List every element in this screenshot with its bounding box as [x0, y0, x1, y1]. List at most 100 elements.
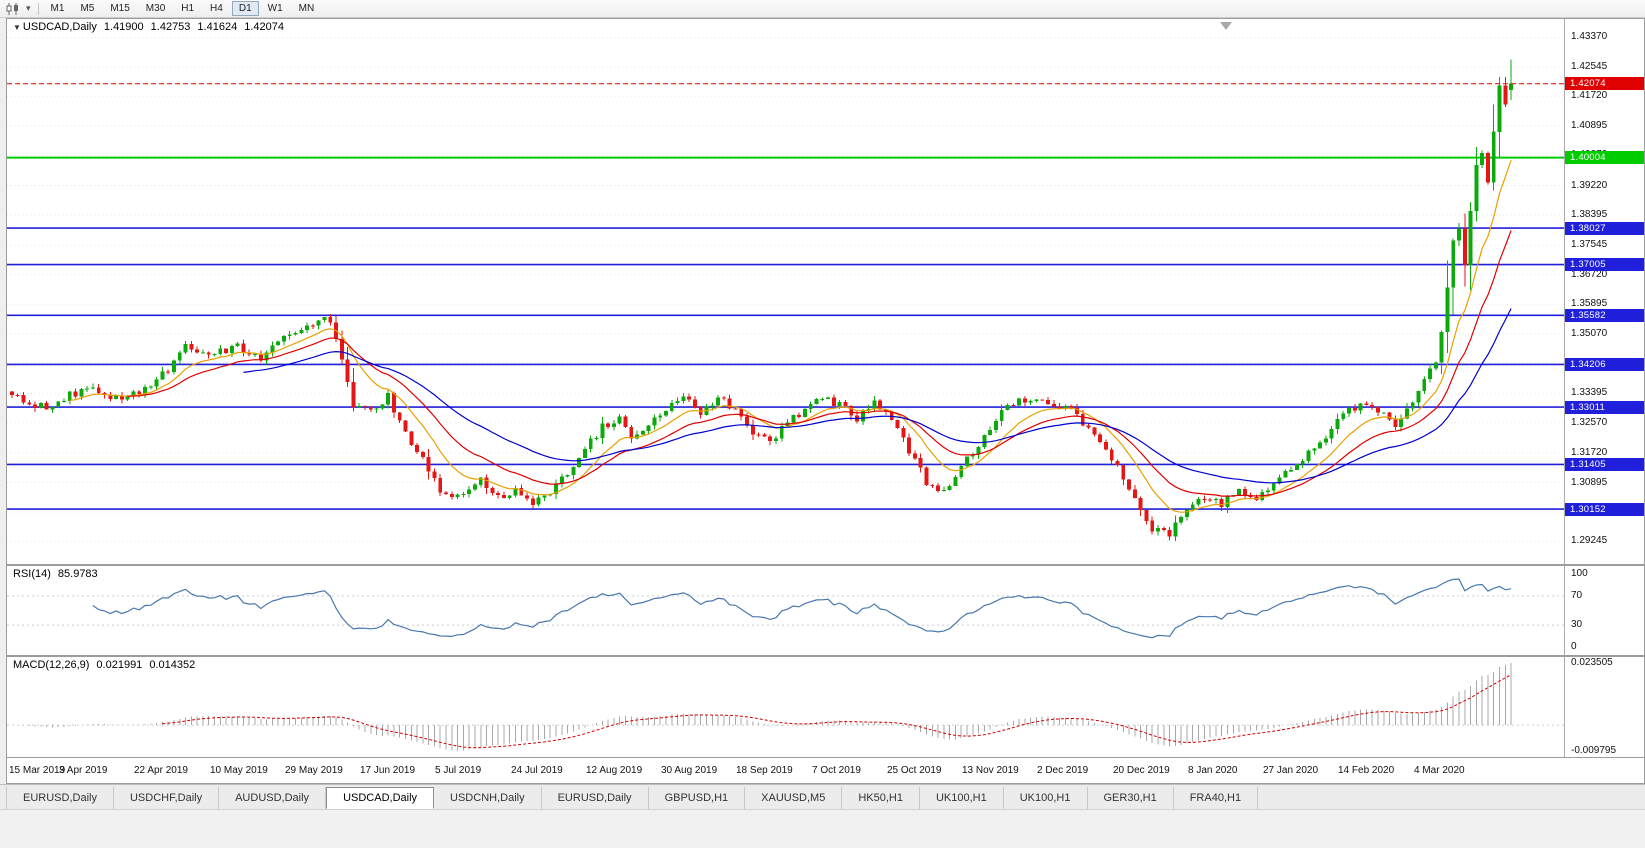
rsi-line	[92, 578, 1512, 639]
date-tick-label: 14 Feb 2020	[1338, 765, 1395, 776]
date-tick-label: 18 Sep 2019	[736, 765, 793, 776]
chart-tab-ger30-h1[interactable]: GER30,H1	[1088, 787, 1174, 809]
main-chart-panel: 1.433701.425451.417201.408951.400701.392…	[6, 18, 1645, 565]
timeframe-button-m30[interactable]: M30	[145, 3, 166, 14]
chart-tab-hk50-h1[interactable]: HK50,H1	[842, 787, 920, 809]
date-tick-label: 22 Apr 2019	[134, 765, 188, 776]
price-axis[interactable]: 1.433701.425451.417201.408951.400701.392…	[1564, 19, 1644, 564]
price-tick: 1.39220	[1571, 180, 1608, 191]
chart-tab-usdcnh-daily[interactable]: USDCNH,Daily	[434, 787, 542, 809]
timeframe-button-m5[interactable]: M5	[80, 3, 95, 14]
rsi-value: 85.9783	[57, 568, 98, 580]
price-tick: 1.37545	[1571, 239, 1608, 250]
price-tick: 1.40895	[1571, 120, 1608, 131]
date-tick-label: 30 Aug 2019	[661, 765, 718, 776]
rsi-axis[interactable]: 100 70 30 0	[1564, 566, 1644, 655]
price-tick: 1.36720	[1571, 269, 1608, 280]
price-tick: 1.32570	[1571, 417, 1608, 428]
macd-plot[interactable]	[7, 657, 1564, 757]
timeframe-button-w1[interactable]: W1	[267, 3, 283, 14]
ohlc-open: 1.41900	[103, 21, 144, 33]
level-price-badge: 1.40004	[1565, 151, 1644, 164]
time-axis[interactable]: 15 Mar 2019 3 Apr 2019 22 Apr 2019 10 May 2…	[6, 758, 1645, 784]
timeframe-button-m1[interactable]: M1	[50, 3, 65, 14]
collapse-arrow-icon[interactable]: ▼	[13, 23, 21, 32]
date-tick-label: 4 Mar 2020	[1414, 765, 1465, 776]
chart-tab-eurusd-daily[interactable]: EURUSD,Daily	[542, 787, 649, 809]
timeframe-button-m15[interactable]: M15	[110, 3, 130, 14]
price-tick: 1.33395	[1571, 387, 1608, 398]
date-tick-label: 24 Jul 2019	[511, 765, 563, 776]
top-toolbar: ▾ M1 M5 M15 M30 H1 H4 D1 W1 MN	[0, 0, 1645, 18]
candles-group	[10, 59, 1514, 542]
chart-shift-marker-icon	[1220, 22, 1232, 30]
timeframe-button-d1[interactable]: D1	[231, 1, 259, 16]
date-tick-label: 20 Dec 2019	[1113, 765, 1170, 776]
status-bar	[0, 809, 1645, 848]
timeframe-button-h4[interactable]: H4	[210, 3, 223, 14]
rsi-tick: 30	[1571, 619, 1583, 630]
chart-tab-xauusd-m5[interactable]: XAUUSD,M5	[745, 787, 843, 809]
rsi-tick: 70	[1571, 590, 1583, 601]
date-tick-label: 8 Jan 2020	[1188, 765, 1238, 776]
chart-tab-fra40-h1[interactable]: FRA40,H1	[1174, 787, 1259, 809]
level-price-badge: 1.33011	[1565, 401, 1644, 414]
moving-average-40-line	[243, 308, 1512, 484]
price-tick: 1.31720	[1571, 447, 1608, 458]
date-tick-label: 12 Aug 2019	[586, 765, 643, 776]
chart-tab-usdcad-daily[interactable]: USDCAD,Daily	[326, 787, 435, 809]
price-tick: 1.41720	[1571, 90, 1608, 101]
price-tick: 1.35895	[1571, 298, 1608, 309]
level-price-badge: 1.37005	[1565, 258, 1644, 271]
rsi-tick: 0	[1571, 641, 1577, 652]
chart-tab-uk100-h1[interactable]: UK100,H1	[1004, 787, 1088, 809]
chart-tab-usdchf-daily[interactable]: USDCHF,Daily	[114, 787, 220, 809]
ohlc-close: 1.42074	[244, 21, 284, 33]
rsi-tick: 100	[1571, 568, 1588, 579]
price-tick: 1.30895	[1571, 477, 1608, 488]
date-tick-label: 7 Oct 2019	[812, 765, 861, 776]
price-chart-plot[interactable]	[7, 19, 1564, 564]
macd-indicator-panel: 0.023505 -0.009795 MACD(12,26,9) 0.021991 0…	[6, 656, 1645, 758]
date-tick-label: 10 May 2019	[210, 765, 268, 776]
chart-tab-uk100-h1[interactable]: UK100,H1	[920, 787, 1004, 809]
rsi-name: RSI(14)	[13, 568, 51, 580]
ohlc-high: 1.42753	[150, 21, 191, 33]
chart-type-dropdown-arrow-icon[interactable]: ▾	[26, 3, 31, 13]
price-tick: 1.42545	[1571, 61, 1608, 72]
chart-tab-gbpusd-h1[interactable]: GBPUSD,H1	[649, 787, 746, 809]
price-gridlines	[7, 37, 1564, 542]
chart-tab-audusd-daily[interactable]: AUDUSD,Daily	[219, 787, 327, 809]
price-tick: 1.35070	[1571, 328, 1608, 339]
moving-average-20-line	[127, 230, 1512, 497]
macd-main-value: 0.021991	[96, 659, 143, 671]
horizontal-level-lines	[7, 156, 1564, 510]
price-tick: 1.38395	[1571, 209, 1608, 220]
price-tick: 1.29245	[1571, 535, 1608, 546]
level-price-badge: 1.38027	[1565, 222, 1644, 235]
macd-tick: 0.023505	[1571, 657, 1613, 668]
date-tick-label: 15 Mar 2019	[9, 765, 66, 776]
date-tick-label: 2 Dec 2019	[1037, 765, 1089, 776]
date-tick-label: 29 May 2019	[285, 765, 343, 776]
date-tick-label: 17 Jun 2019	[360, 765, 416, 776]
date-tick-label: 5 Jul 2019	[435, 765, 482, 776]
timeframe-button-mn[interactable]: MN	[298, 3, 315, 14]
chart-tab-eurusd-daily[interactable]: EURUSD,Daily	[6, 787, 114, 809]
date-tick-label: 13 Nov 2019	[962, 765, 1019, 776]
current-price-badge: 1.42074	[1565, 77, 1644, 90]
macd-axis[interactable]: 0.023505 -0.009795	[1564, 657, 1644, 757]
ohlc-low: 1.41624	[197, 21, 238, 33]
candlestick-chart-type-icon[interactable]	[3, 1, 23, 17]
level-price-badge: 1.30152	[1565, 503, 1644, 516]
macd-label: MACD(12,26,9) 0.021991 0.014352	[13, 659, 197, 671]
rsi-plot[interactable]	[7, 566, 1564, 655]
chart-title: ▼ USDCAD,Daily 1.41900 1.42753 1.41624 1.4207…	[13, 21, 286, 33]
macd-name: MACD(12,26,9)	[13, 659, 90, 671]
macd-signal-value: 0.014352	[149, 659, 196, 671]
timeframe-button-h1[interactable]: H1	[181, 3, 195, 14]
macd-histogram	[23, 663, 1512, 751]
toolbar-separator	[37, 2, 39, 15]
chart-tab-bar: EURUSD,Daily USDCHF,Daily AUDUSD,Daily USDC…	[0, 784, 1645, 809]
level-price-badge: 1.34206	[1565, 358, 1644, 371]
